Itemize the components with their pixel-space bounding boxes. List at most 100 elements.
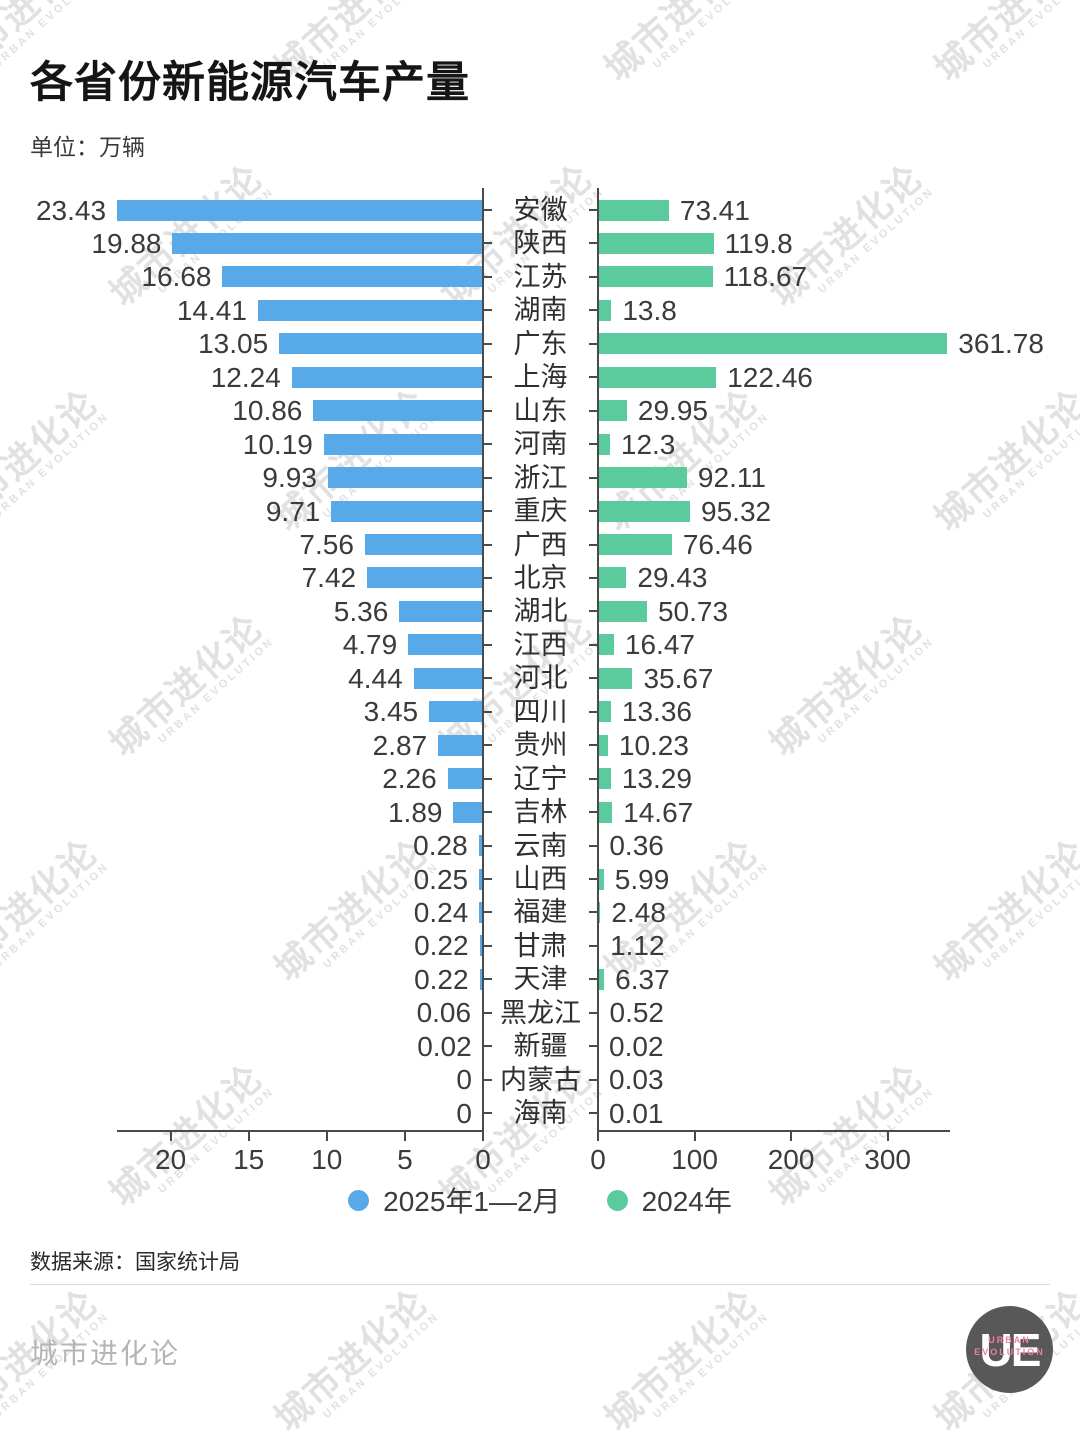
category-label-海南: 海南	[513, 1098, 568, 1129]
bar-right-山西	[598, 868, 604, 890]
row-tick-right	[589, 376, 598, 379]
row-tick-right	[589, 342, 598, 345]
category-label-江西: 江西	[513, 629, 568, 660]
value-right-海南: 0.01	[609, 1097, 664, 1129]
row-tick-left	[483, 744, 492, 747]
value-left-福建: 0.24	[413, 896, 469, 928]
value-right-四川: 13.36	[621, 696, 692, 728]
row-tick-right	[589, 911, 598, 914]
value-right-湖南: 13.8	[622, 294, 677, 326]
category-label-云南: 云南	[513, 830, 568, 861]
row-tick-right	[589, 811, 598, 814]
ue-logo-letters: UE	[979, 1323, 1042, 1376]
category-label-江苏: 江苏	[513, 261, 568, 292]
row-tick-right	[589, 744, 598, 747]
bar-left-山东	[313, 400, 483, 422]
value-left-云南: 0.28	[413, 830, 468, 862]
bar-left-江苏	[222, 266, 483, 288]
value-left-河南: 10.19	[242, 428, 313, 460]
row-tick-left	[483, 811, 492, 814]
x-tick-label-right: 200	[767, 1144, 815, 1175]
row-tick-right	[589, 677, 598, 680]
value-right-辽宁: 13.29	[621, 763, 692, 795]
row-tick-right	[589, 710, 598, 713]
bar-right-湖北	[598, 600, 647, 622]
value-right-陕西: 119.8	[724, 227, 793, 259]
value-left-山西: 0.25	[413, 863, 469, 895]
value-right-黑龙江: 0.52	[609, 997, 665, 1029]
category-label-山西: 山西	[513, 864, 568, 894]
row-tick-right	[589, 1078, 598, 1081]
row-tick-right	[589, 944, 598, 947]
bar-right-湖南	[598, 299, 612, 321]
row-tick-left	[483, 1011, 492, 1014]
value-left-甘肃: 0.22	[414, 930, 469, 962]
category-label-湖北: 湖北	[513, 596, 568, 627]
row-tick-right	[589, 1112, 598, 1115]
bar-left-河北	[413, 667, 483, 689]
bar-right-陕西	[598, 232, 714, 254]
row-tick-right	[589, 209, 598, 211]
bar-left-四川	[429, 701, 483, 723]
category-label-山东: 山东	[513, 395, 568, 426]
value-left-江苏: 16.68	[141, 261, 212, 293]
row-tick-left	[483, 677, 492, 680]
category-label-湖南: 湖南	[513, 295, 568, 326]
value-right-广西: 76.46	[682, 529, 753, 560]
x-tick-left	[247, 1132, 250, 1141]
bar-right-北京	[598, 567, 627, 589]
value-left-吉林: 1.89	[387, 796, 443, 828]
row-tick-left	[483, 1112, 492, 1115]
row-tick-right	[589, 844, 598, 847]
bar-right-江苏	[598, 266, 713, 288]
brand-name: 城市进化论	[30, 1338, 181, 1369]
value-right-北京: 29.43	[637, 562, 708, 594]
category-label-陕西: 陕西	[513, 228, 568, 259]
left-horizontal-axis	[117, 1130, 484, 1132]
row-tick-right	[589, 476, 598, 479]
bar-right-安徽	[598, 199, 669, 221]
value-left-海南: 0	[456, 1097, 472, 1129]
value-right-湖北: 50.73	[657, 595, 729, 627]
value-right-内蒙古: 0.03	[609, 1064, 664, 1096]
value-left-江西: 4.79	[342, 629, 398, 661]
category-label-河南: 河南	[513, 429, 568, 460]
category-label-重庆: 重庆	[513, 496, 568, 527]
bar-left-山西	[479, 868, 483, 890]
page-title: 各省份新能源汽车产量	[30, 59, 470, 107]
bar-right-广西	[598, 534, 672, 555]
x-tick-left	[482, 1132, 484, 1141]
row-tick-left	[483, 978, 492, 981]
category-label-甘肃: 甘肃	[513, 930, 568, 961]
row-tick-right	[589, 510, 598, 513]
bar-left-江西	[408, 634, 483, 656]
bar-left-天津	[479, 968, 483, 990]
value-right-上海: 122.46	[727, 361, 813, 393]
legend-label: 2025年1—2月	[383, 1186, 561, 1217]
x-tick-left	[403, 1132, 406, 1141]
row-tick-left	[483, 342, 492, 345]
value-left-安徽: 23.43	[35, 194, 107, 226]
value-right-山东: 29.95	[637, 395, 708, 427]
right-vertical-axis	[597, 188, 599, 1132]
bar-left-广东	[279, 333, 483, 355]
value-left-北京: 7.42	[301, 562, 357, 594]
category-label-安徽: 安徽	[513, 195, 568, 225]
row-tick-left	[483, 1045, 492, 1048]
value-left-黑龙江: 0.06	[416, 997, 472, 1029]
row-tick-right	[589, 309, 598, 312]
bar-left-云南	[478, 835, 483, 857]
bar-right-河南	[598, 433, 610, 455]
row-tick-left	[483, 844, 492, 847]
value-right-吉林: 14.67	[623, 796, 694, 828]
x-tick-label-left: 20	[155, 1144, 187, 1175]
bar-left-福建	[479, 901, 483, 923]
bar-right-重庆	[598, 500, 691, 522]
bar-right-四川	[598, 701, 611, 723]
row-tick-left	[483, 710, 492, 713]
right-horizontal-axis	[597, 1130, 950, 1132]
x-tick-label-left: 10	[311, 1144, 343, 1175]
value-right-山西: 5.99	[614, 863, 670, 895]
row-tick-left	[483, 209, 492, 211]
